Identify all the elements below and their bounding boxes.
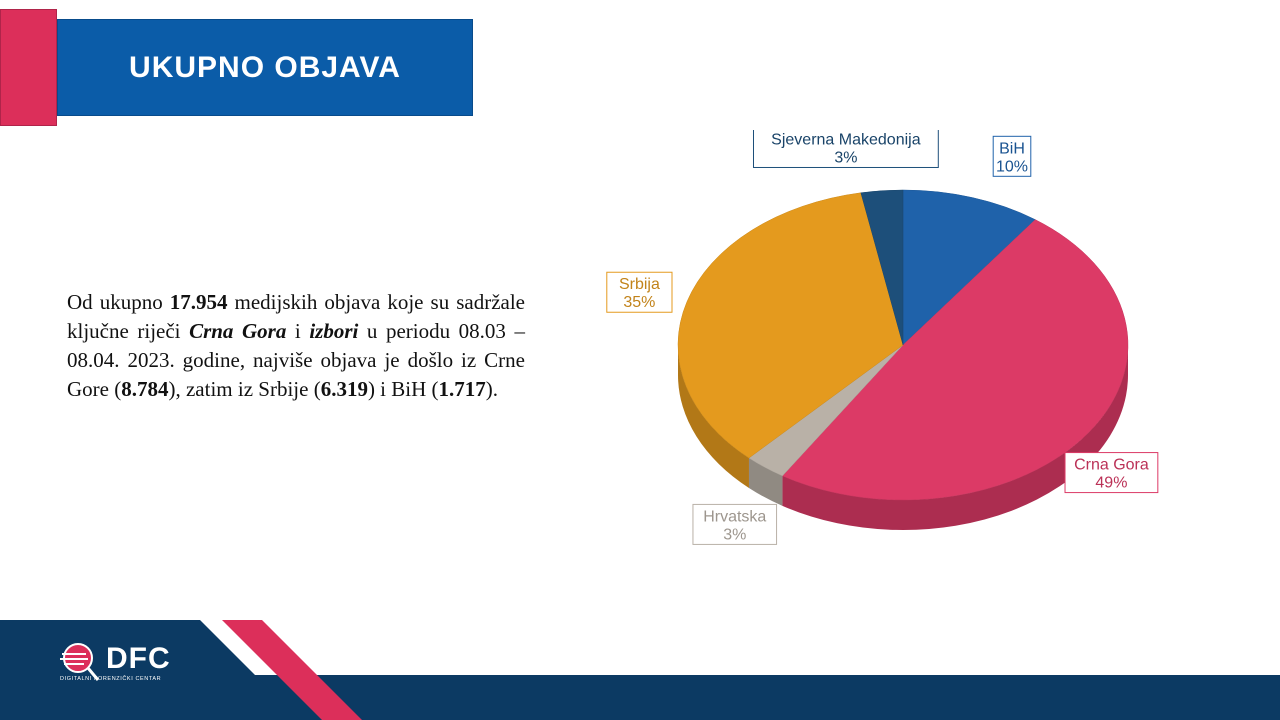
keyword-crna-gora: Crna Gora	[189, 319, 287, 343]
keyword-izbori: izbori	[309, 319, 359, 343]
page-title: UKUPNO OBJAVA	[129, 50, 401, 84]
pie-side-crna-gora	[782, 345, 1128, 530]
data-label-value: 35%	[623, 294, 655, 311]
paragraph-text: u periodu 08.03 – 08.04. 2023. godine, n…	[67, 319, 525, 401]
data-label-name: Crna Gora	[1074, 457, 1149, 474]
pie-side-srbija	[678, 345, 749, 488]
pie-slice-srbija	[677, 192, 904, 459]
data-label-value: 3%	[834, 149, 857, 166]
paragraph-text: Od ukupno	[67, 290, 170, 314]
pie-side-hrvatska	[748, 457, 783, 506]
logo-wordmark: DFC	[106, 642, 171, 675]
paragraph-text: i	[286, 319, 310, 343]
pie-slice-bih	[902, 189, 1036, 346]
count-bih: 1.717	[438, 377, 486, 401]
data-label-name: BiH	[999, 140, 1025, 157]
count-srbija: 6.319	[320, 377, 368, 401]
data-label-box	[1064, 452, 1159, 494]
pie-slice-sjeverna-makedonija	[860, 189, 904, 346]
pie-chart: BiH 10% Crna Gora 49% Hrvatska 3% Srbija 35% Sje…	[600, 130, 1240, 590]
data-label-name: Hrvatska	[703, 508, 766, 525]
summary-paragraph: Od ukupno 17.954 medijskih objava koje s…	[67, 288, 525, 404]
paragraph-text: ), zatim iz Srbije (	[168, 377, 321, 401]
title-accent-block	[0, 9, 57, 126]
data-label-value: 3%	[723, 526, 746, 543]
paragraph-text: ) i BiH (	[367, 377, 439, 401]
data-label-box	[606, 271, 673, 313]
data-label-name: Sjeverna Makedonija	[771, 131, 921, 148]
dfc-logo: DFC DIGITALNI FORENZIČKI CENTAR	[56, 640, 216, 688]
footer-graphic	[0, 620, 1280, 720]
paragraph-text: ).	[485, 377, 499, 401]
data-label-value: 49%	[1095, 475, 1127, 492]
pie-slice-crna-gora	[782, 219, 1129, 501]
data-label-name: Srbija	[619, 276, 660, 293]
magnifier-icon	[60, 643, 100, 681]
total-count: 17.954	[169, 290, 228, 314]
data-label-box	[692, 503, 778, 545]
title-banner: UKUPNO OBJAVA	[57, 19, 473, 116]
data-label-value: 10%	[996, 158, 1028, 175]
data-label-box	[752, 130, 939, 168]
paragraph-text: medijskih objava koje su sadržale ključn…	[67, 290, 525, 343]
data-label-box	[992, 135, 1032, 177]
footer-band	[0, 620, 1280, 720]
logo-subtitle: DIGITALNI FORENZIČKI CENTAR	[60, 676, 162, 682]
count-crna-gora: 8.784	[121, 377, 169, 401]
